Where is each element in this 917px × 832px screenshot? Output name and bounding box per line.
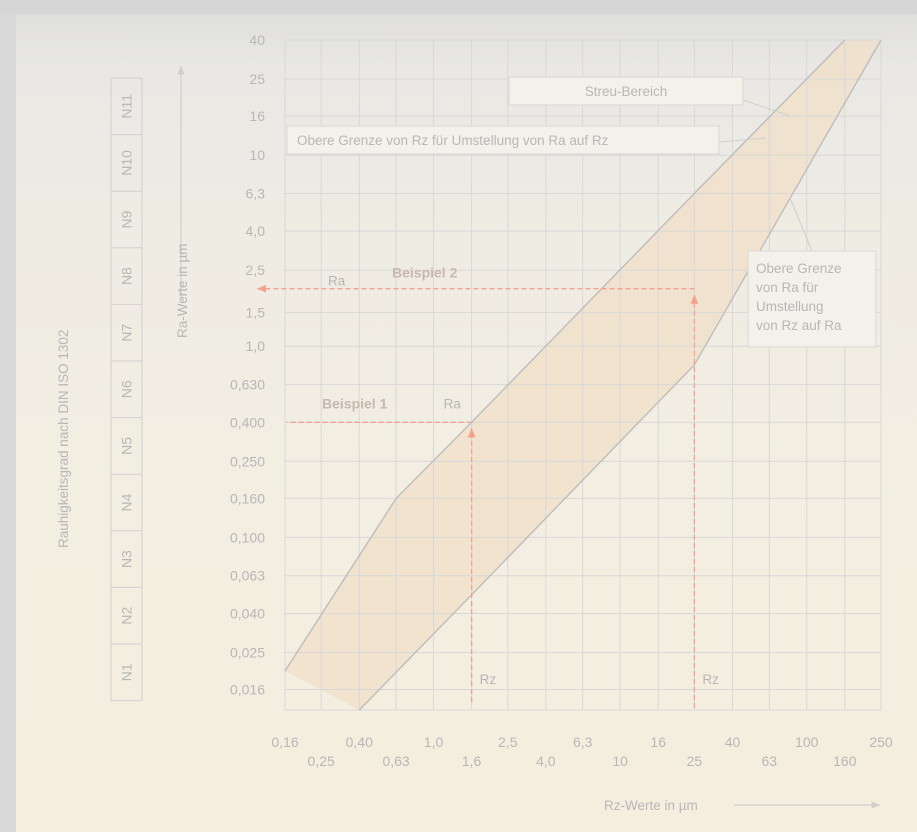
n-class-label: N10 <box>119 150 135 176</box>
y-tick-label: 40 <box>249 32 265 48</box>
streu-label: Streu-Bereich <box>585 84 668 99</box>
upper-ra-label-box: Obere Grenze von Ra für Umstellung von R… <box>747 197 877 348</box>
example2-label: Beispiel 2 <box>392 265 458 281</box>
y-tick-label: 4,0 <box>246 223 266 239</box>
n-class-label: N9 <box>119 210 135 228</box>
x-tick-label-bottom: 160 <box>833 753 857 769</box>
y-tick-label: 0,016 <box>230 682 265 698</box>
x-tick-label-top: 100 <box>795 734 819 750</box>
upper-ra-line-3: Umstellung <box>756 299 824 314</box>
n-class-frame <box>110 77 143 702</box>
x-tick-label-bottom: 4,0 <box>536 753 556 769</box>
y-tick-label: 0,250 <box>230 453 265 469</box>
y-tick-label: 16 <box>249 108 265 124</box>
y-tick-label: 0,040 <box>230 605 265 621</box>
upper-rz-label: Obere Grenze von Rz für Umstellung von R… <box>297 133 609 148</box>
upper-ra-line-4: von Rz auf Ra <box>756 318 842 333</box>
y-tick-label: 0,630 <box>230 377 265 393</box>
example1-ra-label: Ra <box>444 396 462 411</box>
n-class-label: N11 <box>119 94 135 119</box>
n-class-label: N5 <box>119 437 135 455</box>
n-class-label: N2 <box>119 607 135 625</box>
x-tick-label-top: 40 <box>725 734 741 750</box>
y-tick-label: 0,025 <box>230 644 265 660</box>
examples: Beispiel 1 Ra Rz Beispiel 2 Ra Rz <box>257 265 719 708</box>
n-class-label: N1 <box>119 663 135 681</box>
x-tick-label-bottom: 25 <box>687 753 703 769</box>
roughness-class-strip: N1 N2 N3 N4 N5 N6 N7 N8 N9 N10 N11 <box>110 77 143 702</box>
x-tick-label-top: 16 <box>650 734 666 750</box>
y-tick-label: 6,3 <box>246 185 266 201</box>
n-class-label: N3 <box>119 550 135 568</box>
example1-rz-label: Rz <box>480 672 497 687</box>
x-tick-label-top: 0,16 <box>271 734 298 750</box>
x-tick-labels: 0,16 0,40 1,0 2,5 6,3 16 40 100 250 0,25 0,63 1,6 4,… <box>271 734 893 769</box>
n-class-label: N6 <box>119 380 135 398</box>
y-tick-label: 0,160 <box>230 490 265 506</box>
example2-ra-label: Ra <box>328 274 346 289</box>
x-tick-label-top: 1,0 <box>424 734 444 750</box>
y-tick-label: 0,100 <box>230 529 265 545</box>
n-class-label: N4 <box>119 493 135 511</box>
n-class-label: N7 <box>119 324 135 342</box>
y-tick-label: 0,400 <box>230 414 265 430</box>
example2-rz-label: Rz <box>702 672 719 687</box>
grid <box>284 39 882 711</box>
y-tick-label: 25 <box>249 71 265 87</box>
n-class-label: N8 <box>119 267 135 285</box>
upper-rz-label-box: Obere Grenze von Rz für Umstellung von R… <box>286 125 767 155</box>
y-tick-label: 1,5 <box>246 305 266 321</box>
y-tick-label: 10 <box>249 147 265 163</box>
rz-axis-label: Rz-Werte in µm <box>604 798 698 813</box>
x-tick-label-bottom: 63 <box>762 753 778 769</box>
y-tick-label: 1,0 <box>246 338 266 354</box>
x-tick-label-top: 250 <box>869 734 893 750</box>
streu-label-box: Streu-Bereich <box>508 76 791 117</box>
x-tick-label-bottom: 0,63 <box>382 753 409 769</box>
y-tick-label: 2,5 <box>246 262 266 278</box>
example1-label: Beispiel 1 <box>322 395 388 411</box>
x-tick-label-bottom: 10 <box>612 753 628 769</box>
x-tick-label-bottom: 0,25 <box>308 753 335 769</box>
top-border <box>0 0 917 14</box>
roughness-grade-label: Rauhigkeitsgrad nach DIN ISO 1302 <box>56 330 71 548</box>
x-tick-label-bottom: 1,6 <box>462 753 482 769</box>
upper-ra-boundary-line <box>358 39 882 711</box>
x-tick-label-top: 6,3 <box>573 734 593 750</box>
y-tick-labels: 40 25 16 10 6,3 4,0 2,5 1,5 1,0 0,630 0,400 0,250 0,… <box>230 32 265 698</box>
x-tick-label-top: 0,40 <box>346 734 373 750</box>
left-border <box>0 14 16 832</box>
ra-axis-label: Ra-Werte in µm <box>175 243 190 338</box>
y-tick-label: 0,063 <box>230 568 265 584</box>
upper-ra-line-1: Obere Grenze <box>756 261 842 276</box>
upper-ra-line-2: von Ra für <box>756 280 819 295</box>
x-tick-label-top: 2,5 <box>498 734 518 750</box>
